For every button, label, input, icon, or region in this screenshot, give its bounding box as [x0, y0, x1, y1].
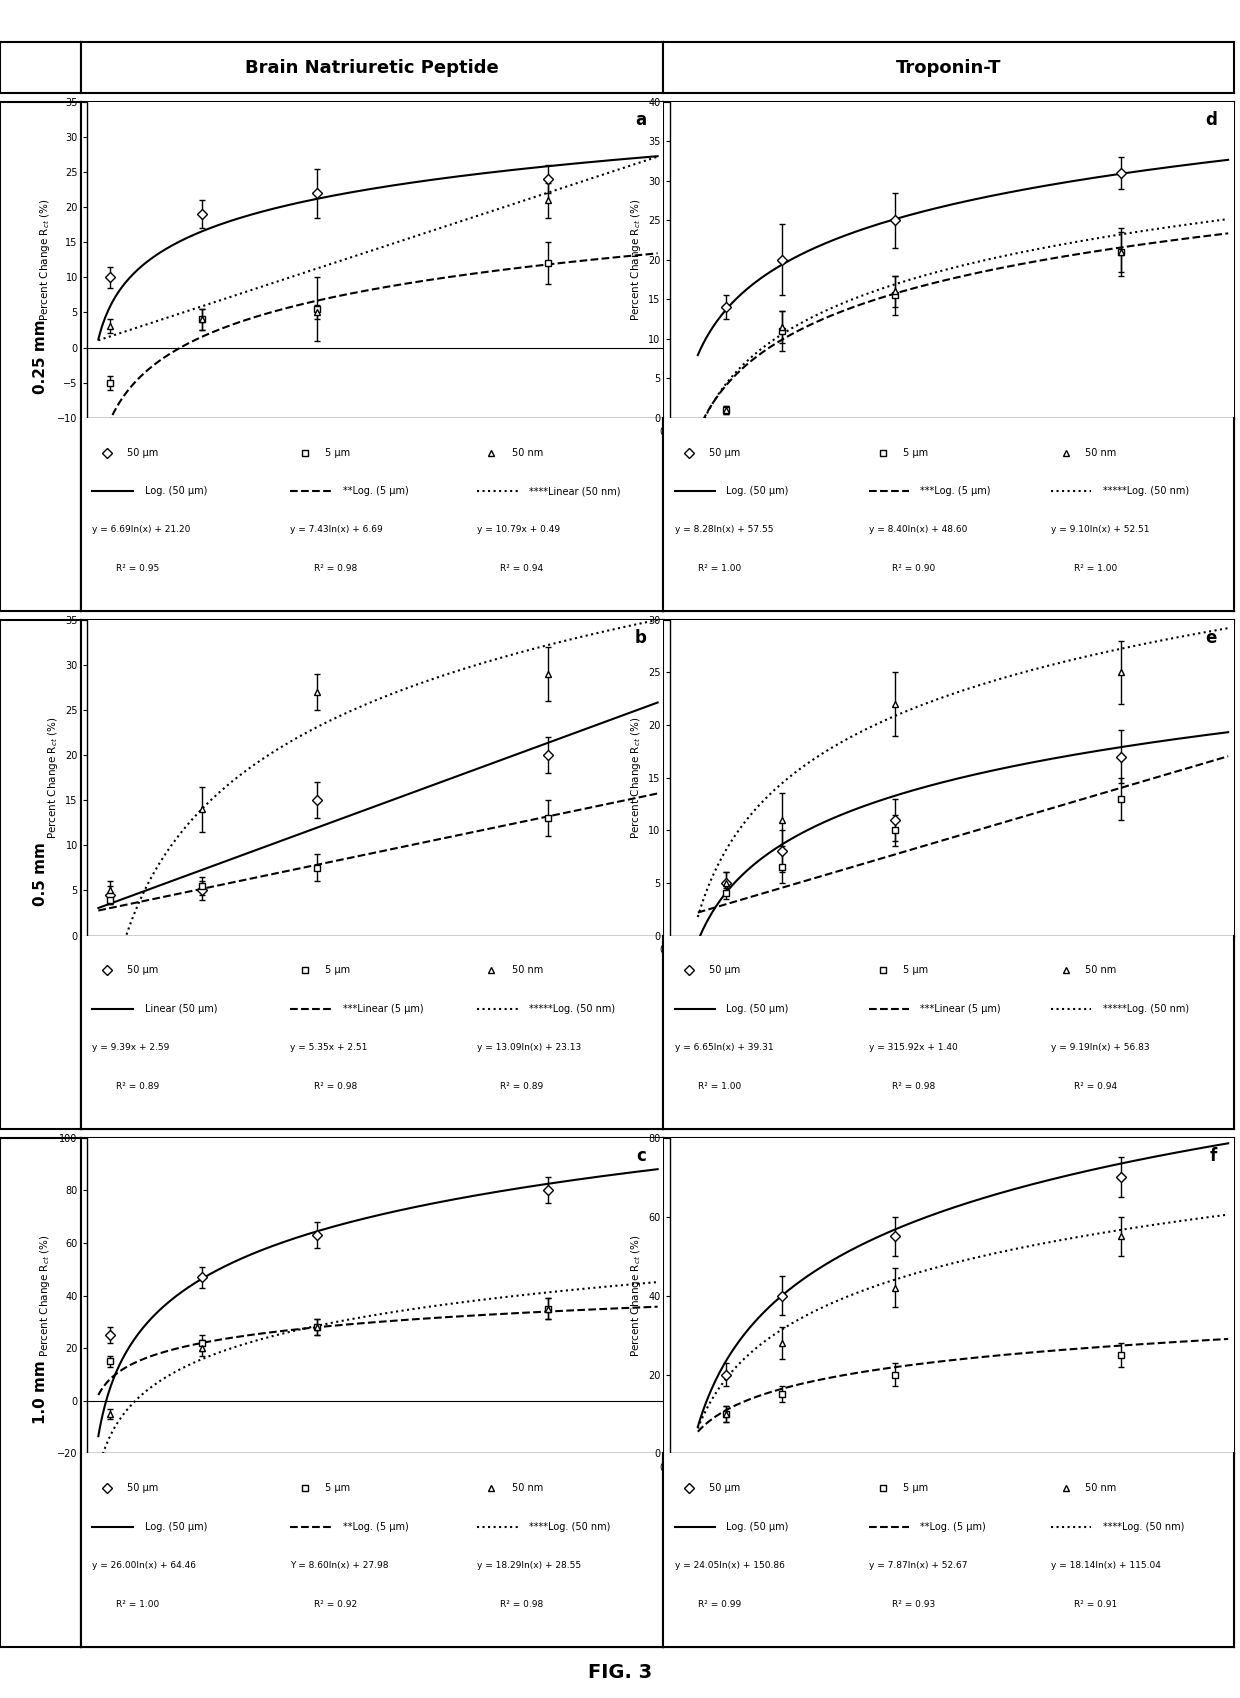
Text: y = 9.39x + 2.59: y = 9.39x + 2.59 — [92, 1043, 170, 1053]
Text: ***Linear (5 μm): ***Linear (5 μm) — [920, 1004, 1001, 1014]
Text: R² = 0.90: R² = 0.90 — [892, 564, 935, 574]
Text: R² = 1.00: R² = 1.00 — [698, 1082, 740, 1092]
Text: ***Log. (5 μm): ***Log. (5 μm) — [920, 486, 991, 496]
Text: ***Linear (5 μm): ***Linear (5 μm) — [342, 1004, 424, 1014]
Text: 50 nm: 50 nm — [1085, 966, 1117, 975]
Text: Troponin-T: Troponin-T — [895, 59, 1002, 76]
Text: 0.5 mm: 0.5 mm — [32, 842, 48, 907]
Text: y = 9.19ln(x) + 56.83: y = 9.19ln(x) + 56.83 — [1052, 1043, 1149, 1053]
Y-axis label: Percent Change R$_{ct}$ (%): Percent Change R$_{ct}$ (%) — [37, 1234, 52, 1357]
Text: 50 μm: 50 μm — [709, 1484, 740, 1493]
Text: *****Log. (50 nm): *****Log. (50 nm) — [1102, 1004, 1189, 1014]
Text: **Log. (5 μm): **Log. (5 μm) — [342, 1521, 409, 1532]
Text: y = 18.29ln(x) + 28.55: y = 18.29ln(x) + 28.55 — [477, 1560, 582, 1571]
Text: 50 nm: 50 nm — [1085, 1484, 1117, 1493]
Text: R² = 0.93: R² = 0.93 — [892, 1600, 935, 1610]
Text: Log. (50 μm): Log. (50 μm) — [727, 486, 789, 496]
Text: R² = 0.99: R² = 0.99 — [698, 1600, 740, 1610]
Text: 50 μm: 50 μm — [709, 448, 740, 457]
Y-axis label: Percent Change R$_{ct}$ (%): Percent Change R$_{ct}$ (%) — [46, 717, 60, 839]
Text: 5 μm: 5 μm — [325, 448, 351, 457]
Text: y = 6.65ln(x) + 39.31: y = 6.65ln(x) + 39.31 — [675, 1043, 774, 1053]
X-axis label: Concentration (ng/mL): Concentration (ng/mL) — [877, 959, 1027, 973]
Text: R² = 0.98: R² = 0.98 — [892, 1082, 935, 1092]
Text: *****Log. (50 nm): *****Log. (50 nm) — [1102, 486, 1189, 496]
Text: f: f — [1210, 1148, 1216, 1165]
Text: R² = 0.89: R² = 0.89 — [500, 1082, 543, 1092]
Text: 50 μm: 50 μm — [709, 966, 740, 975]
Text: ****Log. (50 nm): ****Log. (50 nm) — [1102, 1521, 1184, 1532]
Text: Log. (50 μm): Log. (50 μm) — [727, 1004, 789, 1014]
Text: Log. (50 μm): Log. (50 μm) — [145, 1521, 207, 1532]
Y-axis label: Percent Change R$_{ct}$ (%): Percent Change R$_{ct}$ (%) — [629, 717, 642, 839]
Text: y = 315.92x + 1.40: y = 315.92x + 1.40 — [869, 1043, 957, 1053]
Text: R² = 0.98: R² = 0.98 — [314, 564, 357, 574]
Text: R² = 0.94: R² = 0.94 — [1074, 1082, 1117, 1092]
Text: c: c — [636, 1148, 646, 1165]
Text: Y = 8.60ln(x) + 27.98: Y = 8.60ln(x) + 27.98 — [290, 1560, 389, 1571]
Text: *****Log. (50 nm): *****Log. (50 nm) — [529, 1004, 615, 1014]
Text: y = 26.00ln(x) + 64.46: y = 26.00ln(x) + 64.46 — [92, 1560, 196, 1571]
Text: 5 μm: 5 μm — [325, 1484, 351, 1493]
Y-axis label: Percent Change R$_{ct}$ (%): Percent Change R$_{ct}$ (%) — [629, 199, 642, 321]
Text: y = 5.35x + 2.51: y = 5.35x + 2.51 — [290, 1043, 368, 1053]
Text: R² = 0.98: R² = 0.98 — [500, 1600, 543, 1610]
Text: Linear (50 μm): Linear (50 μm) — [145, 1004, 217, 1014]
Text: 50 nm: 50 nm — [512, 1484, 543, 1493]
Y-axis label: Percent Change R$_{ct}$ (%): Percent Change R$_{ct}$ (%) — [629, 1234, 642, 1357]
Text: 1.0 mm: 1.0 mm — [32, 1360, 48, 1425]
Text: **Log. (5 μm): **Log. (5 μm) — [342, 486, 409, 496]
Text: 5 μm: 5 μm — [903, 448, 928, 457]
Text: y = 18.14ln(x) + 115.04: y = 18.14ln(x) + 115.04 — [1052, 1560, 1161, 1571]
X-axis label: Concentration (ng/mL): Concentration (ng/mL) — [877, 441, 1027, 455]
X-axis label: Concentration (ng/mL): Concentration (ng/mL) — [877, 1477, 1027, 1491]
Text: d: d — [1205, 112, 1216, 129]
Text: R² = 0.89: R² = 0.89 — [115, 1082, 159, 1092]
X-axis label: Concentration (ng/mL): Concentration (ng/mL) — [300, 959, 450, 973]
Text: 5 μm: 5 μm — [903, 1484, 928, 1493]
Text: 50 μm: 50 μm — [128, 448, 159, 457]
Text: **Log. (5 μm): **Log. (5 μm) — [920, 1521, 986, 1532]
Y-axis label: Percent Change R$_{ct}$ (%): Percent Change R$_{ct}$ (%) — [38, 199, 52, 321]
Text: y = 8.40ln(x) + 48.60: y = 8.40ln(x) + 48.60 — [869, 525, 967, 535]
Text: FIG. 3: FIG. 3 — [588, 1662, 652, 1683]
Text: e: e — [1205, 630, 1216, 647]
Text: R² = 1.00: R² = 1.00 — [698, 564, 740, 574]
Text: ****Log. (50 nm): ****Log. (50 nm) — [529, 1521, 611, 1532]
Text: R² = 1.00: R² = 1.00 — [115, 1600, 159, 1610]
Text: y = 24.05ln(x) + 150.86: y = 24.05ln(x) + 150.86 — [675, 1560, 785, 1571]
Text: 50 nm: 50 nm — [512, 966, 543, 975]
Text: Log. (50 μm): Log. (50 μm) — [145, 486, 207, 496]
Text: Log. (50 μm): Log. (50 μm) — [727, 1521, 789, 1532]
Text: b: b — [634, 630, 646, 647]
Text: 5 μm: 5 μm — [903, 966, 928, 975]
Text: R² = 0.94: R² = 0.94 — [500, 564, 543, 574]
Text: 50 μm: 50 μm — [128, 1484, 159, 1493]
Text: R² = 0.95: R² = 0.95 — [115, 564, 159, 574]
Text: 50 μm: 50 μm — [128, 966, 159, 975]
Text: R² = 0.91: R² = 0.91 — [1074, 1600, 1117, 1610]
Text: y = 7.43ln(x) + 6.69: y = 7.43ln(x) + 6.69 — [290, 525, 383, 535]
Text: 0.25 mm: 0.25 mm — [32, 319, 48, 394]
Text: 50 nm: 50 nm — [512, 448, 543, 457]
Text: 50 nm: 50 nm — [1085, 448, 1117, 457]
X-axis label: Concentration (ng/mL): Concentration (ng/mL) — [300, 1477, 450, 1491]
Text: y = 8.28ln(x) + 57.55: y = 8.28ln(x) + 57.55 — [675, 525, 774, 535]
Text: ****Linear (50 nm): ****Linear (50 nm) — [529, 486, 621, 496]
Text: R² = 0.92: R² = 0.92 — [314, 1600, 357, 1610]
Text: y = 9.10ln(x) + 52.51: y = 9.10ln(x) + 52.51 — [1052, 525, 1149, 535]
X-axis label: Concentration (ng/mL): Concentration (ng/mL) — [300, 441, 450, 455]
Text: 5 μm: 5 μm — [325, 966, 351, 975]
Text: R² = 1.00: R² = 1.00 — [1074, 564, 1117, 574]
Text: y = 6.69ln(x) + 21.20: y = 6.69ln(x) + 21.20 — [92, 525, 191, 535]
Text: R² = 0.98: R² = 0.98 — [314, 1082, 357, 1092]
Text: y = 7.87ln(x) + 52.67: y = 7.87ln(x) + 52.67 — [869, 1560, 967, 1571]
Text: Brain Natriuretic Peptide: Brain Natriuretic Peptide — [246, 59, 498, 76]
Text: a: a — [635, 112, 646, 129]
Text: y = 10.79x + 0.49: y = 10.79x + 0.49 — [477, 525, 560, 535]
Text: y = 13.09ln(x) + 23.13: y = 13.09ln(x) + 23.13 — [477, 1043, 582, 1053]
